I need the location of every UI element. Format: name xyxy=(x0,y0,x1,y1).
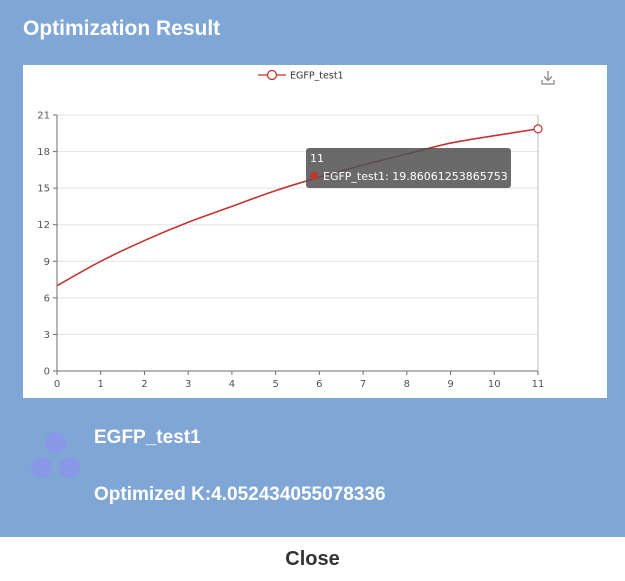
chart-tooltip: 11 EGFP_test1: 19.86061253865753 xyxy=(306,148,511,188)
x-tick-label: 8 xyxy=(404,379,410,390)
dialog-title: Optimization Result xyxy=(23,17,221,40)
tooltip-series-text: EGFP_test1: 19.86061253865753 xyxy=(323,170,508,183)
legend-circle-marker xyxy=(266,69,278,81)
download-icon[interactable] xyxy=(538,68,558,88)
y-tick-label: 3 xyxy=(44,330,50,341)
x-tick-label: 4 xyxy=(229,379,235,390)
logo-dot xyxy=(31,457,52,478)
y-tick-label: 18 xyxy=(37,147,50,158)
tooltip-x-value: 11 xyxy=(310,152,324,165)
x-tick-label: 0 xyxy=(54,379,60,390)
optimized-k-value: Optimized K:4.052434055078336 xyxy=(94,484,386,505)
x-tick-label: 3 xyxy=(185,379,191,390)
x-tick-label: 9 xyxy=(447,379,453,390)
y-tick-label: 12 xyxy=(37,220,50,231)
chart-container: 0 3 6 9 12 15 18 21 0 1 2 3 4 5 6 7 8 9 10 11 EGFP_test1 11 … xyxy=(23,65,607,398)
y-tick-label: 0 xyxy=(44,367,50,378)
logo-dot xyxy=(45,432,66,453)
x-tick-label: 2 xyxy=(141,379,147,390)
x-tick-label: 7 xyxy=(360,379,366,390)
x-tick-label: 6 xyxy=(316,379,322,390)
tooltip-series-row: EGFP_test1: 19.86061253865753 xyxy=(310,170,508,183)
tooltip-series-marker xyxy=(310,172,318,180)
series-line-egfp-test1 xyxy=(56,128,539,287)
result-dialog: Optimization Result 0 3 6 9 12 15 18 21 0 1 2 3 4 5 6 7… xyxy=(0,0,625,537)
x-tick-label: 11 xyxy=(532,379,545,390)
legend-label: EGFP_test1 xyxy=(290,71,344,82)
y-tick-label: 15 xyxy=(37,184,50,195)
download-icon-glyph xyxy=(541,71,555,85)
y-tick-label: 9 xyxy=(44,257,50,268)
logo-dot xyxy=(59,457,80,478)
y-tick-label: 21 xyxy=(37,111,50,122)
x-tick-label: 10 xyxy=(488,379,501,390)
x-tick-label: 5 xyxy=(272,379,278,390)
x-tick-label: 1 xyxy=(98,379,104,390)
three-dots-logo xyxy=(31,432,83,480)
highlighted-data-point xyxy=(533,124,543,134)
close-button[interactable]: Close xyxy=(0,537,625,578)
model-name: EGFP_test1 xyxy=(94,427,201,448)
y-tick-label: 6 xyxy=(44,293,50,304)
